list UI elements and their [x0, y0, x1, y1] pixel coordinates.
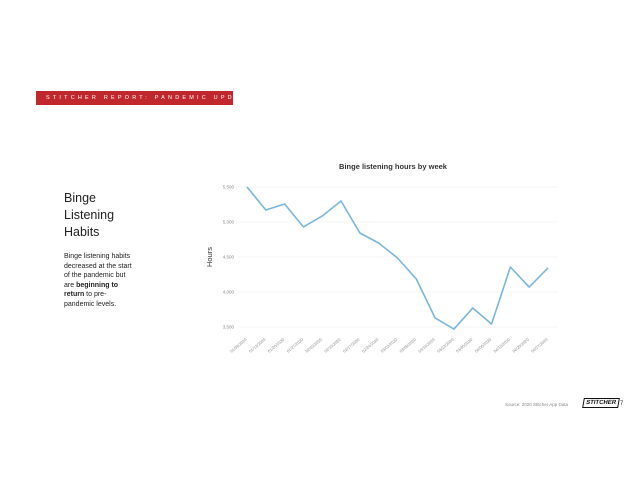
x-tick-label: 04/06/2020 — [474, 336, 493, 353]
x-tick-label: 02/10/2020 — [323, 336, 342, 353]
x-tick-label: 01/20/2020 — [267, 336, 286, 353]
x-tick-label: 02/03/2020 — [304, 336, 323, 353]
x-tick-label: 02/17/2020 — [342, 336, 361, 353]
heading: Binge Listening Habits — [64, 191, 115, 239]
x-tick-label: 01/13/2020 — [248, 336, 267, 353]
x-tick-label: 03/16/2020 — [417, 336, 436, 353]
body-text-part: Binge listening habits decreased at the … — [64, 253, 132, 289]
body-text: Binge listening habits decreased at the … — [64, 252, 136, 309]
line — [246, 186, 549, 330]
x-tick-label: 01/27/2020 — [286, 336, 305, 353]
x-tick-label: 03/09/2020 — [398, 336, 417, 353]
page-number: 7 — [620, 401, 624, 407]
y-tick-label: 3,500 — [223, 325, 235, 330]
y-tick-label: 4,000 — [223, 290, 235, 295]
x-tick-label: 04/20/2020 — [511, 336, 530, 353]
y-tick-label: 5,500 — [223, 185, 235, 190]
chart-title: Binge listening hours by week — [339, 162, 448, 171]
body-text-bold: beginning to return — [64, 281, 119, 299]
y-axis-label: Hours — [205, 247, 214, 267]
x-tick-label: 01/06/2020 — [229, 336, 248, 353]
x-tick-label: 03/23/2020 — [436, 336, 455, 353]
body-text-part: to pre-pandemic levels. — [64, 291, 117, 308]
x-tick-label: 04/13/2020 — [492, 336, 511, 353]
x-tick-label: 03/30/2020 — [455, 336, 474, 353]
source: Source: 2020 Stitcher App Data — [505, 402, 569, 407]
y-tick-label: 5,000 — [223, 220, 235, 225]
banner: STITCHER REPORT: PANDEMIC UPDATE — [36, 91, 252, 105]
x-tick-label: 04/27/2020 — [530, 336, 549, 353]
x-tick-label: 03/02/2020 — [380, 336, 399, 353]
y-tick-label: 4,500 — [223, 255, 235, 260]
x-tick-label: 02/24/2020 — [361, 336, 380, 353]
